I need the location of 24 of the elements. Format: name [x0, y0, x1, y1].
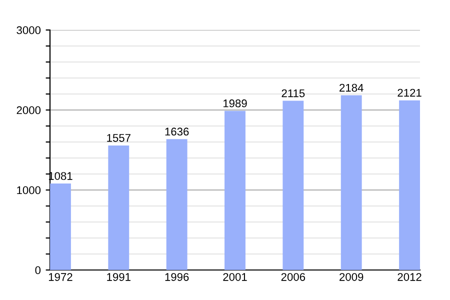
bar: [108, 145, 130, 270]
x-tick-label: 1996: [165, 273, 189, 281]
data-label: 2121: [398, 88, 422, 97]
y-tick-label: 1000: [17, 186, 41, 194]
data-label: 1557: [107, 134, 130, 142]
data-label: 2115: [282, 89, 305, 98]
y-tick-label: 3000: [16, 26, 41, 34]
bar: [224, 110, 246, 270]
x-tick-label: 2006: [281, 273, 306, 281]
x-tick-label: 1972: [48, 273, 72, 281]
data-label: 2184: [340, 84, 364, 92]
x-tick-label: 2009: [340, 273, 364, 281]
y-tick-label: 0: [35, 266, 41, 274]
bar: [166, 139, 188, 270]
bar: [282, 100, 304, 270]
data-label: 1636: [165, 128, 189, 136]
x-tick-label: 2001: [223, 273, 247, 281]
x-tick-label: 2012: [398, 273, 422, 281]
x-tick-label: 1991: [107, 273, 130, 281]
bar: [340, 95, 362, 270]
y-tick-label: 2000: [16, 106, 41, 114]
bar: [50, 184, 71, 270]
bar: [399, 100, 420, 270]
data-label: 1989: [223, 99, 247, 108]
